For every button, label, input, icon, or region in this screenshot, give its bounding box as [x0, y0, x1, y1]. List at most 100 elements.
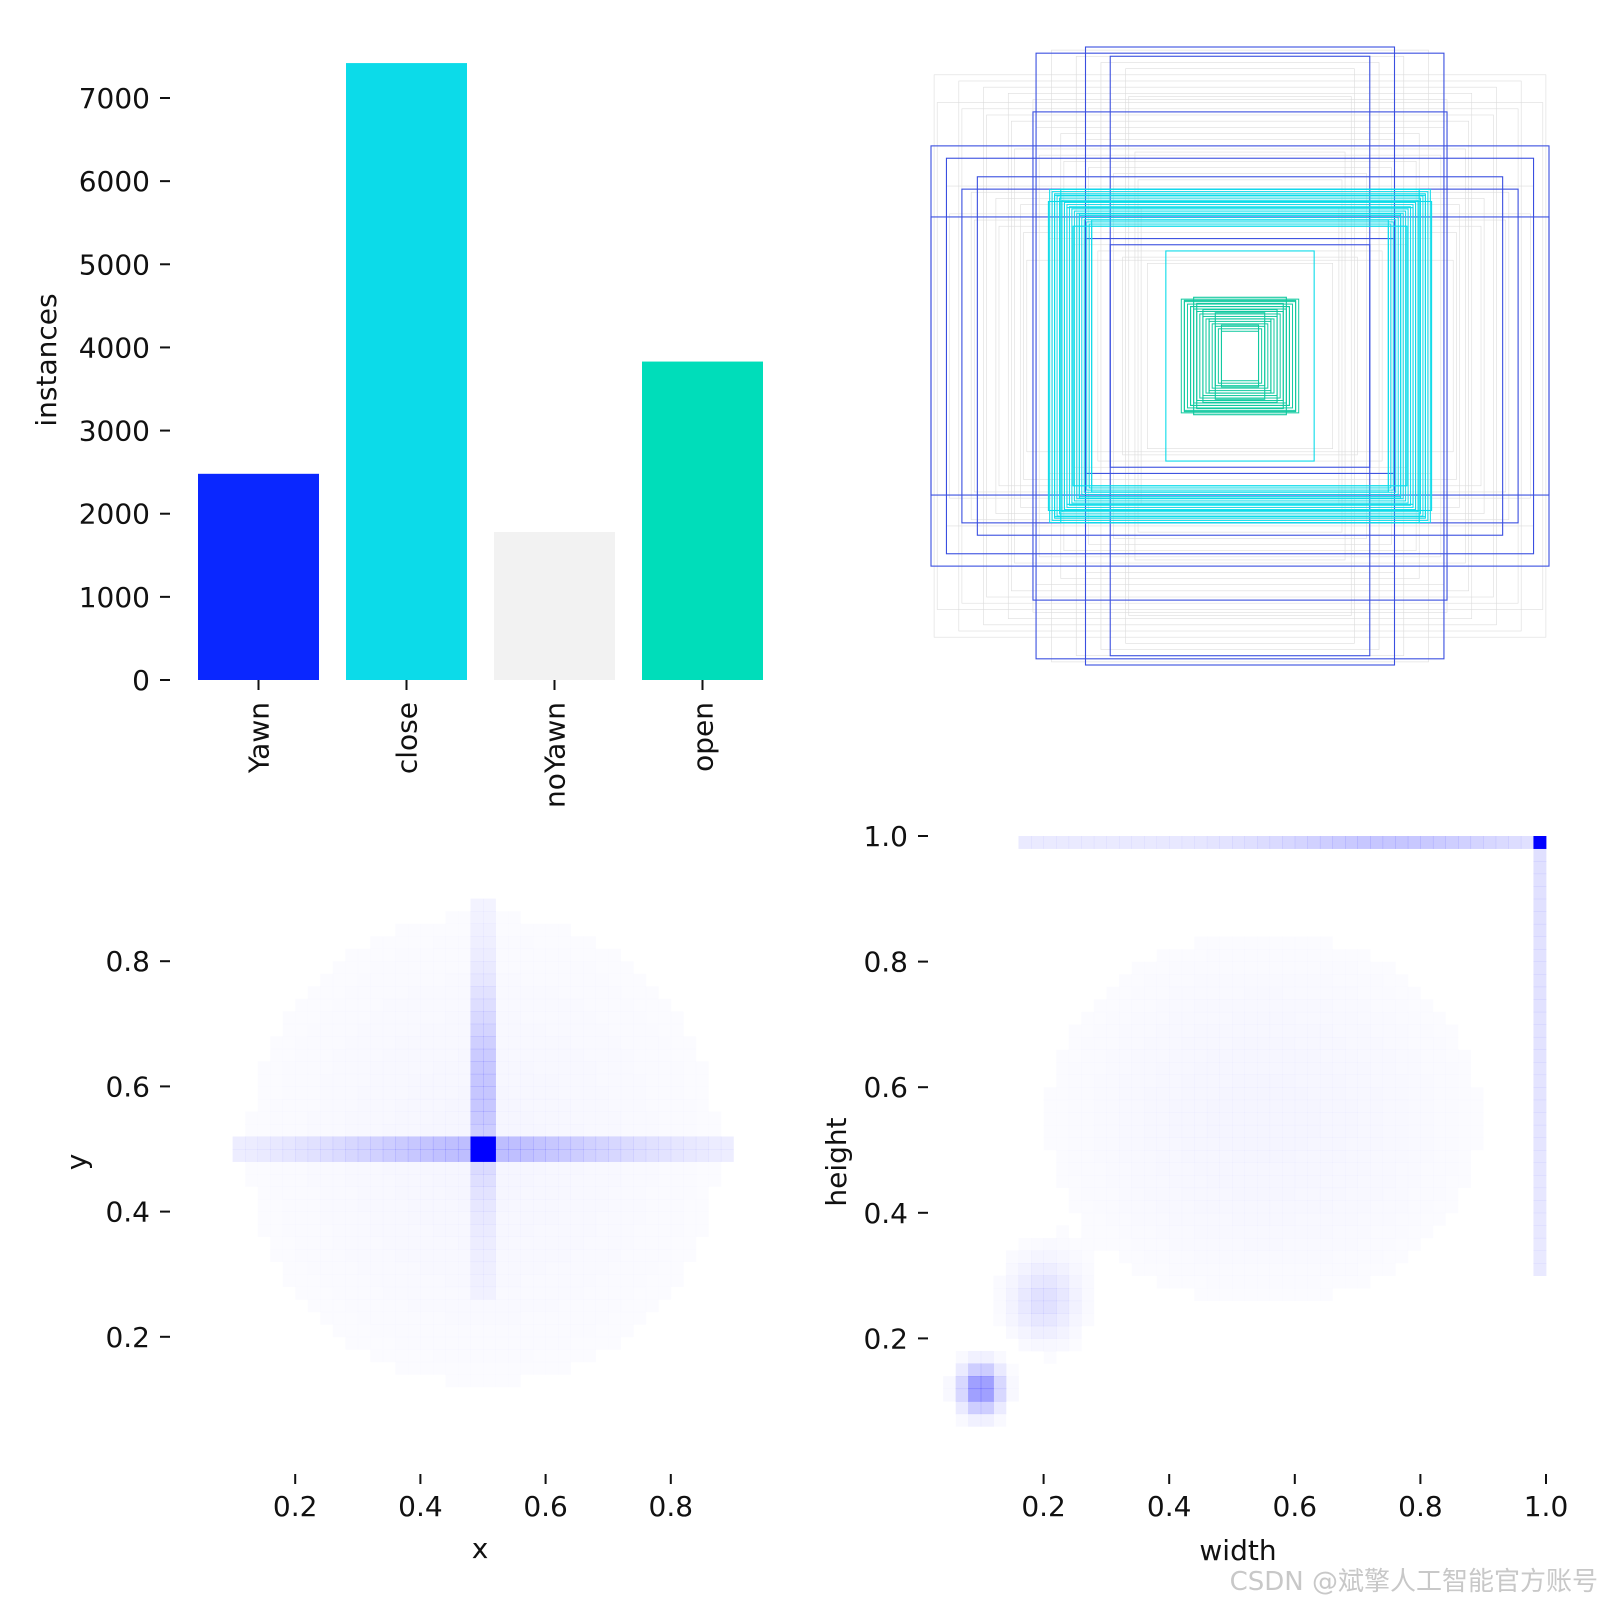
xy-cell	[496, 1237, 509, 1250]
label-box	[1190, 306, 1290, 406]
wh-cell	[1345, 987, 1358, 1000]
xy-cell	[283, 1099, 296, 1112]
wh-cell	[1332, 1037, 1345, 1050]
xy-cell	[283, 1124, 296, 1137]
xy-cell	[596, 1124, 609, 1137]
wh-cell	[1031, 1288, 1044, 1302]
wh-cell	[1458, 1087, 1471, 1100]
wh-cell	[1132, 1100, 1145, 1113]
xy-cell	[358, 1224, 371, 1237]
wh-cell	[1345, 1050, 1358, 1063]
wh-cell	[1370, 1200, 1383, 1213]
wh-cell	[1471, 1100, 1484, 1113]
wh-cell	[1119, 1225, 1132, 1238]
xy-y-axis-label: y	[60, 1154, 93, 1171]
xy-cell	[308, 1086, 321, 1099]
xy-cell	[483, 1098, 496, 1112]
xy-cell	[508, 1324, 521, 1337]
bar-Yawn	[198, 473, 319, 680]
xy-cell	[258, 1124, 271, 1137]
wh-cell	[1471, 1087, 1484, 1100]
wh-cell	[1169, 836, 1183, 849]
wh-cell	[993, 1388, 1007, 1402]
xy-cell	[345, 1086, 358, 1099]
xy-cell	[558, 1036, 571, 1049]
wh-cell	[1081, 1263, 1094, 1276]
xy-ytick-label: 0.2	[105, 1321, 150, 1354]
xy-cell	[558, 1099, 571, 1112]
xy-cell	[558, 986, 571, 999]
wh-cell	[1332, 1276, 1345, 1289]
wh-cell	[1383, 962, 1396, 975]
wh-cell	[1031, 1313, 1044, 1327]
xy-cell	[295, 1237, 308, 1250]
xy-cell	[708, 1136, 722, 1150]
wh-cell	[1044, 1125, 1057, 1138]
wh-cell	[1295, 987, 1308, 1000]
wh-cell	[1420, 999, 1433, 1012]
xy-cell	[445, 1086, 458, 1099]
wh-cell	[1458, 1050, 1471, 1063]
wh-cell	[1245, 1188, 1258, 1201]
wh-cell	[1044, 1250, 1057, 1263]
wh-cell	[1295, 974, 1308, 987]
xy-cell	[420, 1099, 433, 1112]
xy-cell	[696, 1061, 709, 1074]
xy-cell	[283, 1187, 296, 1200]
wh-cell	[1157, 1238, 1170, 1251]
xy-cell	[358, 1274, 371, 1287]
xy-cell	[383, 1312, 396, 1325]
wh-cell	[1245, 1087, 1258, 1100]
xy-cell	[433, 1212, 446, 1225]
wh-cell	[1533, 1099, 1547, 1113]
wh-cell	[1358, 1037, 1371, 1050]
xy-cell	[333, 1249, 346, 1262]
xy-cell	[258, 1061, 271, 1074]
xy-cell	[583, 1237, 596, 1250]
xy-cell	[608, 1262, 621, 1275]
xy-cell	[345, 1074, 358, 1087]
xy-cell	[508, 1224, 521, 1237]
xy-cell	[370, 1237, 383, 1250]
wh-cell	[1307, 1276, 1320, 1289]
xy-cell	[646, 1124, 659, 1137]
xy-cell	[258, 1174, 271, 1187]
xy-cell	[608, 949, 621, 962]
xy-cell	[383, 1036, 396, 1049]
wh-cell	[1119, 974, 1132, 987]
xy-cell	[420, 961, 433, 974]
wh-cell	[1370, 1125, 1383, 1138]
xy-cell	[458, 1124, 471, 1137]
xy-cell	[383, 999, 396, 1012]
wh-cell	[1106, 1075, 1119, 1088]
xy-cell	[370, 1287, 383, 1300]
wh-cell	[1320, 1225, 1333, 1238]
wh-cell	[1132, 1263, 1145, 1276]
xy-cell	[608, 1274, 621, 1287]
xy-cell	[608, 1312, 621, 1325]
wh-cell	[1081, 1175, 1094, 1188]
wh-cell	[1207, 1150, 1220, 1163]
wh-cell	[1395, 1062, 1408, 1075]
xy-cell	[407, 1149, 421, 1162]
xy-cell	[571, 961, 584, 974]
xy-cell	[358, 1299, 371, 1312]
xy-cell	[270, 1111, 283, 1124]
xy-cell	[696, 1187, 709, 1200]
wh-cell	[1232, 1250, 1245, 1263]
xy-cell	[521, 1099, 534, 1112]
wh-cell	[1446, 1163, 1459, 1176]
wh-cell	[1433, 1175, 1446, 1188]
xy-cell	[658, 1061, 671, 1074]
xy-cell	[571, 1349, 584, 1362]
wh-cell	[1219, 1075, 1232, 1088]
xy-cell	[458, 936, 471, 949]
label-box-faint	[1097, 250, 1383, 462]
xy-cell	[483, 1261, 496, 1275]
label-box-faint	[1140, 207, 1340, 505]
wh-cell	[1446, 1087, 1459, 1100]
xy-cell	[546, 1362, 559, 1375]
xy-cell	[320, 1187, 333, 1200]
xy-cell	[571, 936, 584, 949]
wh-cell	[1094, 1175, 1107, 1188]
